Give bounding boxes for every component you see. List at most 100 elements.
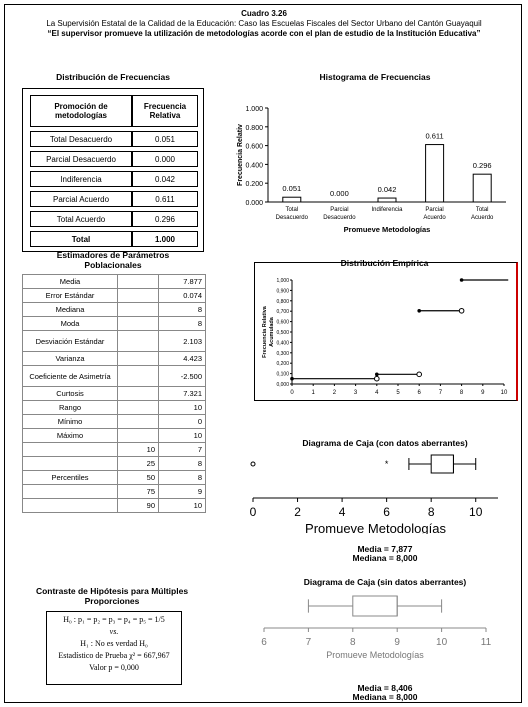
y-tick-label: 0,400 [276, 340, 289, 346]
percentile-value: 7 [158, 442, 206, 457]
x-tick-label: 4 [339, 505, 346, 519]
y-tick-label: 1,000 [276, 278, 289, 284]
x-axis-label: Promueve Metodologías [326, 650, 424, 660]
freq-value: 0.296 [132, 211, 198, 227]
data-label: 0.296 [473, 161, 492, 170]
table-row: Total Acuerdo 0.296 [30, 211, 198, 227]
estimator-label: Desviación Estándar [22, 330, 118, 352]
estimator-label: Varianza [22, 351, 118, 366]
y-tick-label: 0,500 [276, 330, 289, 336]
data-label: 0.042 [378, 185, 397, 194]
box [430, 454, 454, 474]
freq-col-category: Promoción de metodologías [30, 95, 132, 127]
step-start-point [417, 308, 421, 313]
percentile-value: 8 [158, 470, 206, 485]
percentile-value: 8 [158, 456, 206, 471]
x-tick-label: 9 [481, 390, 485, 396]
freq-value: 0.051 [132, 131, 198, 147]
y-tick-label: 0,100 [276, 372, 289, 378]
table-row: Parcial Desacuerdo 0.000 [30, 151, 198, 167]
versus-text: vs. [109, 627, 119, 636]
estimator-blank [117, 414, 159, 429]
bar [377, 197, 397, 203]
x-tick-label: Desacuerdo [323, 215, 356, 221]
table-row: Varianza 4.423 [22, 351, 206, 366]
boxplot2-median: Mediana = 8,000 [352, 692, 418, 702]
table-row: Total Desacuerdo 0.051 [30, 131, 198, 147]
table-number: Cuadro 3.26 [241, 9, 287, 18]
table-row: Mediana 8 [22, 302, 206, 317]
estimator-blank [22, 442, 118, 457]
x-tick-label: 7 [306, 637, 312, 648]
step-end-point [416, 371, 422, 378]
table-row: Media 7.877 [22, 274, 206, 289]
estimator-value: 0.074 [158, 288, 206, 303]
estimator-value: 8 [158, 302, 206, 317]
data-label: 0.051 [282, 184, 301, 193]
estimator-value: 8 [158, 316, 206, 331]
estimator-value: 4.423 [158, 351, 206, 366]
empirical-chart: 0,000 0,100 0,200 0,300 0,400 0,500 0,600 0,700… [262, 278, 509, 396]
table-row: Máximo 10 [22, 428, 206, 443]
percentile-rank: 25 [117, 456, 159, 471]
estimators-title: Estimadores de Parámetros Poblacionales [56, 250, 170, 270]
x-tick-label: 10 [469, 505, 483, 519]
freq-table-border [22, 88, 204, 252]
y-axis-label: Acumulada [269, 316, 275, 347]
study-title: La Supervisión Estatal de la Calidad de … [46, 19, 482, 28]
y-tick-label: 0.000 [245, 200, 263, 207]
estimator-label: Curtosis [22, 386, 118, 401]
table-row: Indiferencia 0.042 [30, 171, 198, 187]
estimator-blank [22, 484, 118, 499]
x-tick-label: 4 [375, 390, 379, 396]
table-row: 75 9 [22, 484, 206, 499]
estimator-value: 10 [158, 428, 206, 443]
table-row: Error Estándar 0.074 [22, 288, 206, 303]
bar [425, 144, 445, 203]
y-tick-label: 0,900 [276, 288, 289, 294]
estimator-label: Mediana [22, 302, 118, 317]
step-start-point [459, 278, 464, 282]
box [352, 595, 398, 617]
y-tick-label: 0.800 [245, 125, 263, 132]
x-tick-label: 9 [394, 637, 400, 648]
step-start-point [375, 372, 379, 377]
boxplot2-title: Diagrama de Caja (sin datos aberrantes) [303, 577, 467, 587]
estimator-label: Coeficiente de Asimetría [22, 365, 118, 387]
percentile-rank: 50 [117, 470, 159, 485]
question-text: “El supervisor promueve la utilización d… [47, 29, 481, 38]
percentile-rank: 75 [117, 484, 159, 499]
null-hypothesis: H₀ : p₁ = p₂ = p₃ = p₄ = p₅ = 1/5 [63, 615, 165, 624]
estimators-table: Media 7.877 Error Estándar 0.074 Mediana 8 Mod… [22, 274, 206, 513]
estimator-blank [117, 428, 159, 443]
x-tick-label: 6 [418, 390, 422, 396]
outlier-point [250, 461, 256, 467]
y-axis-label: Frecuencia Relativ [237, 124, 244, 186]
table-row: Total 1.000 [30, 231, 198, 247]
estimator-blank [22, 456, 118, 471]
data-label: 0.611 [425, 132, 443, 141]
estimator-value: 7.877 [158, 274, 206, 289]
header: Cuadro 3.26 La Supervisión Estatal de la… [8, 9, 520, 39]
x-tick-label: 0 [290, 390, 294, 396]
bar [472, 173, 492, 203]
estimator-blank [117, 316, 159, 331]
empirical-frame [254, 262, 518, 401]
estimator-blank [22, 498, 118, 513]
table-row: 90 10 [22, 498, 206, 513]
p-value: Valor p = 0,000 [89, 663, 139, 672]
estimator-label: Moda [22, 316, 118, 331]
bar [282, 196, 302, 203]
histogram-chart: 0.000 0.200 0.400 0.600 0.800 1.000 0.051 Total… [237, 106, 506, 234]
freq-label: Parcial Acuerdo [30, 191, 132, 207]
step-end-point [458, 307, 465, 314]
x-tick-label: 2 [294, 505, 301, 519]
estimator-value: 10 [158, 400, 206, 415]
percentile-value: 9 [158, 484, 206, 499]
x-tick-label: 10 [501, 390, 508, 396]
estimator-blank [117, 365, 159, 387]
x-tick-label: 11 [481, 637, 492, 648]
boxplot2-mean: Media = 8,406 [357, 683, 413, 693]
boxplot2-stats: Media = 8,406 Mediana = 8,000 [270, 684, 500, 702]
table-row: Desviación Estándar 2.103 [22, 330, 206, 352]
